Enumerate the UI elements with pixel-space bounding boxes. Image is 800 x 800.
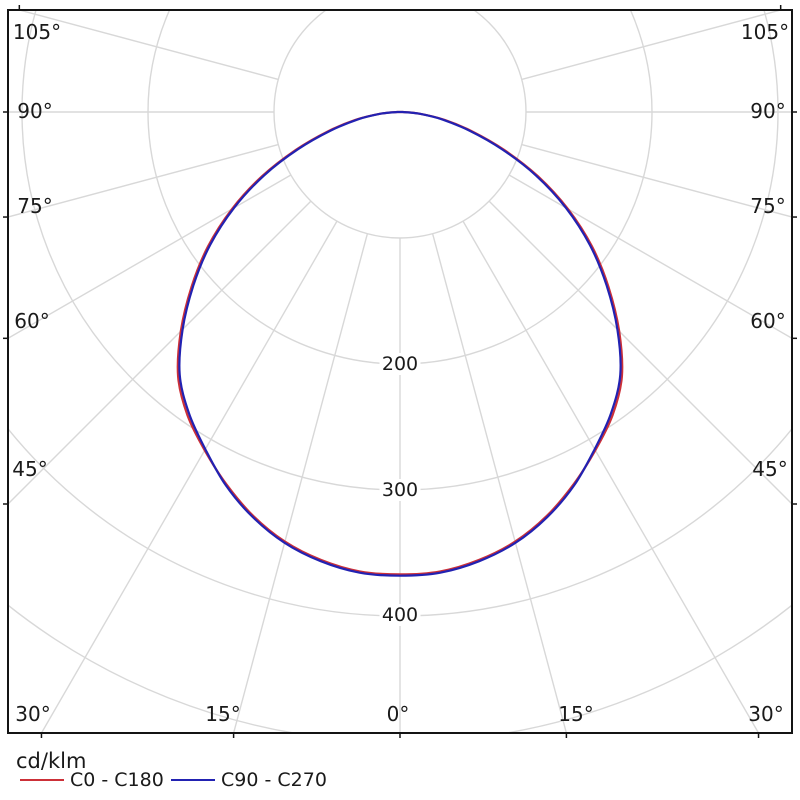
angle-label: 60° xyxy=(14,309,49,333)
legend-item-c0-c180: C0 - C180 xyxy=(20,768,164,792)
angle-label: 45° xyxy=(12,457,47,481)
ring-label: 300 xyxy=(382,479,418,501)
grid-spoke-30 xyxy=(40,220,338,733)
grid-spoke-75 xyxy=(8,143,279,218)
angle-label: 0° xyxy=(387,702,410,726)
angle-labels: 105° 90° 75° 60° 45° 30° 15° 0° 15° 30° 45° 60° 75° 9… xyxy=(12,20,789,726)
ring-label-bg xyxy=(379,604,421,626)
legend-line-c90-c270 xyxy=(171,779,215,781)
intensity-curves xyxy=(176,110,624,577)
legend-label-c0-c180: C0 - C180 xyxy=(70,769,164,791)
legend-label-c90-c270: C90 - C270 xyxy=(221,769,327,791)
border-ticks xyxy=(3,5,797,738)
angle-label: 15° xyxy=(558,702,593,726)
grid-ring-100 xyxy=(273,10,527,239)
ring-label: 400 xyxy=(382,604,418,626)
legend-line-c0-c180 xyxy=(20,779,64,781)
angle-label: 30° xyxy=(15,702,50,726)
angle-label: 15° xyxy=(205,702,240,726)
grid-spoke-30 xyxy=(462,220,760,733)
curve-C90-C270 xyxy=(178,110,622,577)
grid-spoke-45 xyxy=(488,200,792,505)
grid-spoke-75 xyxy=(521,143,792,218)
grid-spoke-60 xyxy=(508,174,792,340)
ring-labels: 200 300 400 xyxy=(379,353,421,626)
angle-label: 45° xyxy=(752,457,787,481)
angle-label: 105° xyxy=(13,20,61,44)
chart-units-label: cd/klm xyxy=(16,749,87,773)
ring-label-bg xyxy=(379,479,421,501)
angle-label: 90° xyxy=(750,99,785,123)
ring-label-bg xyxy=(379,353,421,375)
grid-spoke-45 xyxy=(8,200,312,505)
grid-spoke-105 xyxy=(16,10,279,81)
angle-label: 75° xyxy=(17,194,52,218)
ring-label: 200 xyxy=(382,353,418,375)
angle-label: 75° xyxy=(750,194,785,218)
grid-spoke-15 xyxy=(232,233,369,733)
angle-label: 90° xyxy=(17,99,52,123)
grid-spoke-105 xyxy=(521,10,784,81)
legend-item-c90-c270: C90 - C270 xyxy=(171,768,327,792)
chart-legend: C0 - C180 C90 - C270 xyxy=(0,768,800,792)
angle-label: 60° xyxy=(750,309,785,333)
grid-spoke-15 xyxy=(431,233,568,733)
angle-label: 30° xyxy=(748,702,783,726)
grid-spoke-60 xyxy=(8,174,292,340)
angle-label: 105° xyxy=(741,20,789,44)
